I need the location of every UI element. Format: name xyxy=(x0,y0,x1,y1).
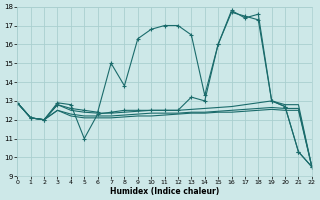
X-axis label: Humidex (Indice chaleur): Humidex (Indice chaleur) xyxy=(110,187,219,196)
